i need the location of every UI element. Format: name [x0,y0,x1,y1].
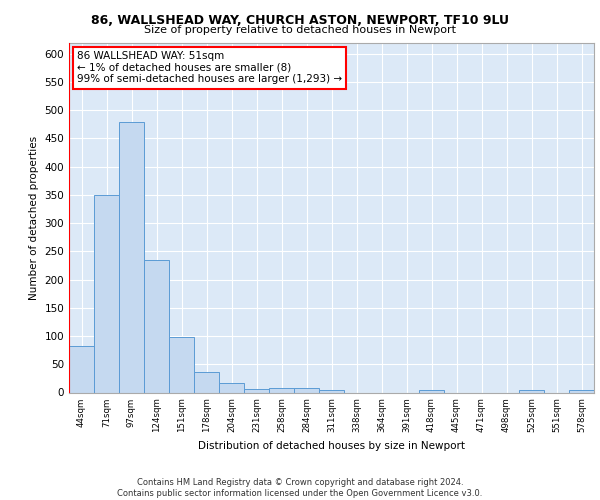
Text: 86, WALLSHEAD WAY, CHURCH ASTON, NEWPORT, TF10 9LU: 86, WALLSHEAD WAY, CHURCH ASTON, NEWPORT… [91,14,509,27]
Bar [244,388,269,392]
Text: Size of property relative to detached houses in Newport: Size of property relative to detached ho… [144,25,456,35]
Bar [319,390,344,392]
Bar [294,388,319,392]
Y-axis label: Number of detached properties: Number of detached properties [29,136,39,300]
Bar [519,390,544,392]
Bar [269,388,294,392]
Bar [169,337,194,392]
X-axis label: Distribution of detached houses by size in Newport: Distribution of detached houses by size … [198,440,465,450]
Bar [144,260,169,392]
Bar [69,346,94,393]
Text: Contains HM Land Registry data © Crown copyright and database right 2024.
Contai: Contains HM Land Registry data © Crown c… [118,478,482,498]
Bar [219,383,244,392]
Text: 86 WALLSHEAD WAY: 51sqm
← 1% of detached houses are smaller (8)
99% of semi-deta: 86 WALLSHEAD WAY: 51sqm ← 1% of detached… [77,52,342,84]
Bar [94,195,119,392]
Bar [119,122,144,392]
Bar [419,390,444,392]
Bar [194,372,219,392]
Bar [569,390,594,392]
